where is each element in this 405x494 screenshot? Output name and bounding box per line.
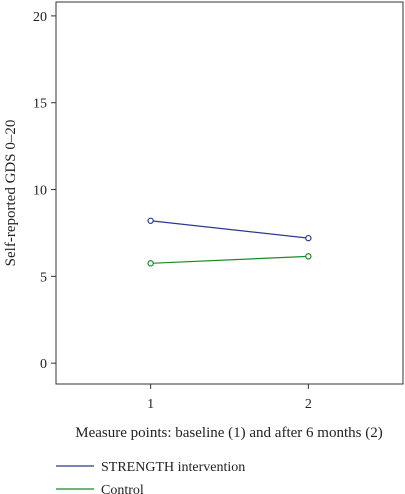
- series-1-point-0: [147, 260, 154, 267]
- legend-label-1: Control: [101, 483, 144, 494]
- y-tick-label: 15: [33, 97, 47, 112]
- y-axis-label: Self-reported GDS 0–20: [3, 120, 19, 267]
- y-axis-ticks: 0 5 10 15 20: [33, 10, 56, 372]
- x-tick-label: 1: [147, 397, 154, 412]
- series-0-point-0: [147, 217, 154, 224]
- series-line-1: [150, 255, 309, 264]
- series-layer: [147, 217, 312, 267]
- legend: STRENGTH intervention Control: [56, 460, 245, 494]
- series-0-point-1: [305, 234, 312, 242]
- y-tick-label: 5: [40, 270, 47, 285]
- series-line-0: [150, 220, 309, 239]
- y-tick-label: 10: [33, 184, 47, 199]
- y-tick-label: 0: [40, 357, 47, 372]
- series-1-point-1: [305, 253, 312, 260]
- y-tick-label: 20: [33, 10, 47, 25]
- x-axis-label: Measure points: baseline (1) and after 6…: [75, 425, 382, 441]
- plot-frame: [55, 1, 404, 385]
- x-tick-label: 2: [305, 397, 312, 412]
- legend-label-0: STRENGTH intervention: [101, 460, 245, 475]
